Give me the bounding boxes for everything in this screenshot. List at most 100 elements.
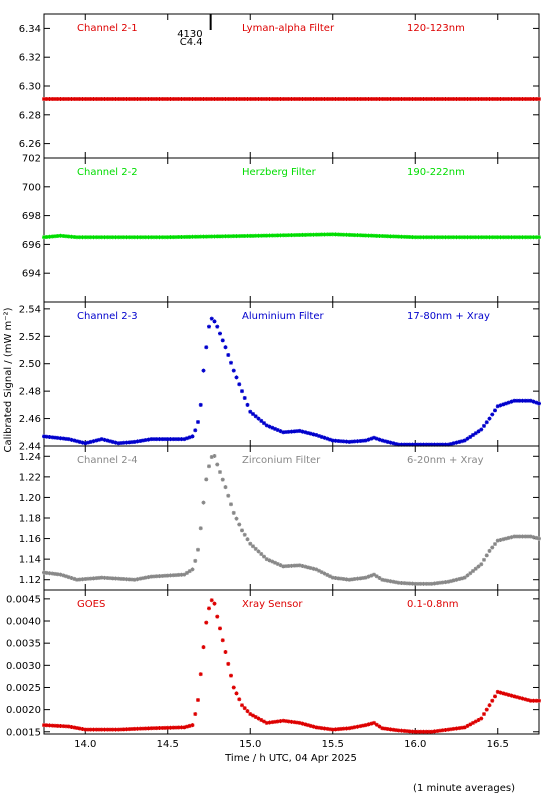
panel-5: 0.0015 0.0020 0.0025 0.0030 0.0035 0.0040 0.00… xyxy=(6,589,541,750)
data-point xyxy=(215,234,220,239)
data-point xyxy=(141,235,145,240)
data-point xyxy=(405,234,409,239)
data-point xyxy=(259,233,264,238)
data-point xyxy=(61,573,66,578)
data-point xyxy=(165,235,170,240)
data-point xyxy=(498,235,503,240)
panel-channel-label: GOES xyxy=(77,599,105,610)
data-point xyxy=(424,96,429,101)
data-point xyxy=(517,398,522,403)
data-point xyxy=(187,96,192,101)
data-point xyxy=(116,727,121,732)
y-tick-label: 6.26 xyxy=(19,139,41,150)
data-point xyxy=(132,96,137,101)
data-point xyxy=(193,234,198,239)
data-point xyxy=(218,626,222,631)
data-point xyxy=(237,697,242,702)
data-point xyxy=(493,694,497,699)
panel-filter-label: Zirconium Filter xyxy=(242,455,321,466)
data-point xyxy=(42,96,46,101)
data-point xyxy=(278,96,283,101)
y-tick-label: 694 xyxy=(22,269,41,280)
data-point xyxy=(58,233,63,238)
data-point xyxy=(355,439,360,444)
data-point xyxy=(149,96,154,101)
data-point xyxy=(449,727,453,732)
data-point xyxy=(234,516,239,521)
data-point xyxy=(234,234,239,239)
data-point xyxy=(325,96,330,101)
data-point xyxy=(330,438,335,443)
y-tick-label: 1.18 xyxy=(19,514,41,525)
data-point xyxy=(270,559,275,564)
data-point xyxy=(336,438,341,443)
data-point xyxy=(47,96,52,101)
data-point xyxy=(124,235,129,240)
data-point xyxy=(251,96,255,101)
data-point xyxy=(218,234,222,239)
data-point xyxy=(377,724,382,729)
data-point xyxy=(88,439,93,444)
data-point xyxy=(171,437,176,442)
data-point xyxy=(344,96,349,101)
data-point xyxy=(501,537,506,542)
data-point xyxy=(141,438,145,443)
data-point xyxy=(421,729,426,734)
data-point xyxy=(251,233,255,238)
data-point xyxy=(264,720,269,725)
data-point xyxy=(289,429,294,434)
data-point xyxy=(127,727,132,732)
data-point xyxy=(163,437,167,442)
y-tick-label: 0.0045 xyxy=(6,594,41,605)
data-point xyxy=(517,695,522,700)
data-point xyxy=(339,576,343,581)
data-point xyxy=(330,575,335,580)
data-point xyxy=(468,722,473,727)
data-point xyxy=(94,727,99,732)
data-point xyxy=(361,438,365,443)
data-point xyxy=(80,577,85,582)
y-tick-label: 700 xyxy=(22,182,41,193)
data-point xyxy=(443,442,448,447)
data-point xyxy=(487,416,492,421)
data-point xyxy=(435,581,440,586)
data-point xyxy=(99,575,104,580)
data-point xyxy=(165,437,170,442)
data-point xyxy=(369,436,374,441)
data-point xyxy=(124,96,129,101)
data-point xyxy=(83,96,88,101)
data-point xyxy=(102,727,107,732)
data-point xyxy=(416,581,420,586)
data-point xyxy=(438,580,442,585)
data-point xyxy=(520,696,525,701)
data-point xyxy=(339,439,343,444)
data-point xyxy=(405,581,409,586)
data-point xyxy=(413,442,418,447)
data-point xyxy=(377,576,382,580)
data-point xyxy=(176,235,181,240)
data-point xyxy=(102,235,107,240)
data-point xyxy=(53,234,57,239)
data-point xyxy=(190,723,195,728)
data-point xyxy=(218,96,222,101)
data-point xyxy=(215,614,220,619)
data-point xyxy=(347,232,352,237)
panel-filter-label: Herzberg Filter xyxy=(242,167,317,178)
data-point xyxy=(300,429,305,434)
data-point xyxy=(179,725,184,730)
panel-channel-label: Channel 2-3 xyxy=(77,311,138,322)
data-point xyxy=(83,441,88,446)
data-point xyxy=(322,435,327,440)
data-point xyxy=(91,576,96,581)
data-point xyxy=(248,541,253,546)
data-point xyxy=(138,96,143,101)
data-point xyxy=(165,725,170,730)
data-point xyxy=(471,720,475,725)
y-tick-label: 0.0035 xyxy=(6,639,41,650)
data-series xyxy=(42,453,541,586)
data-point xyxy=(526,534,530,539)
data-point xyxy=(537,401,541,406)
data-point xyxy=(69,234,74,239)
data-point xyxy=(297,563,302,568)
